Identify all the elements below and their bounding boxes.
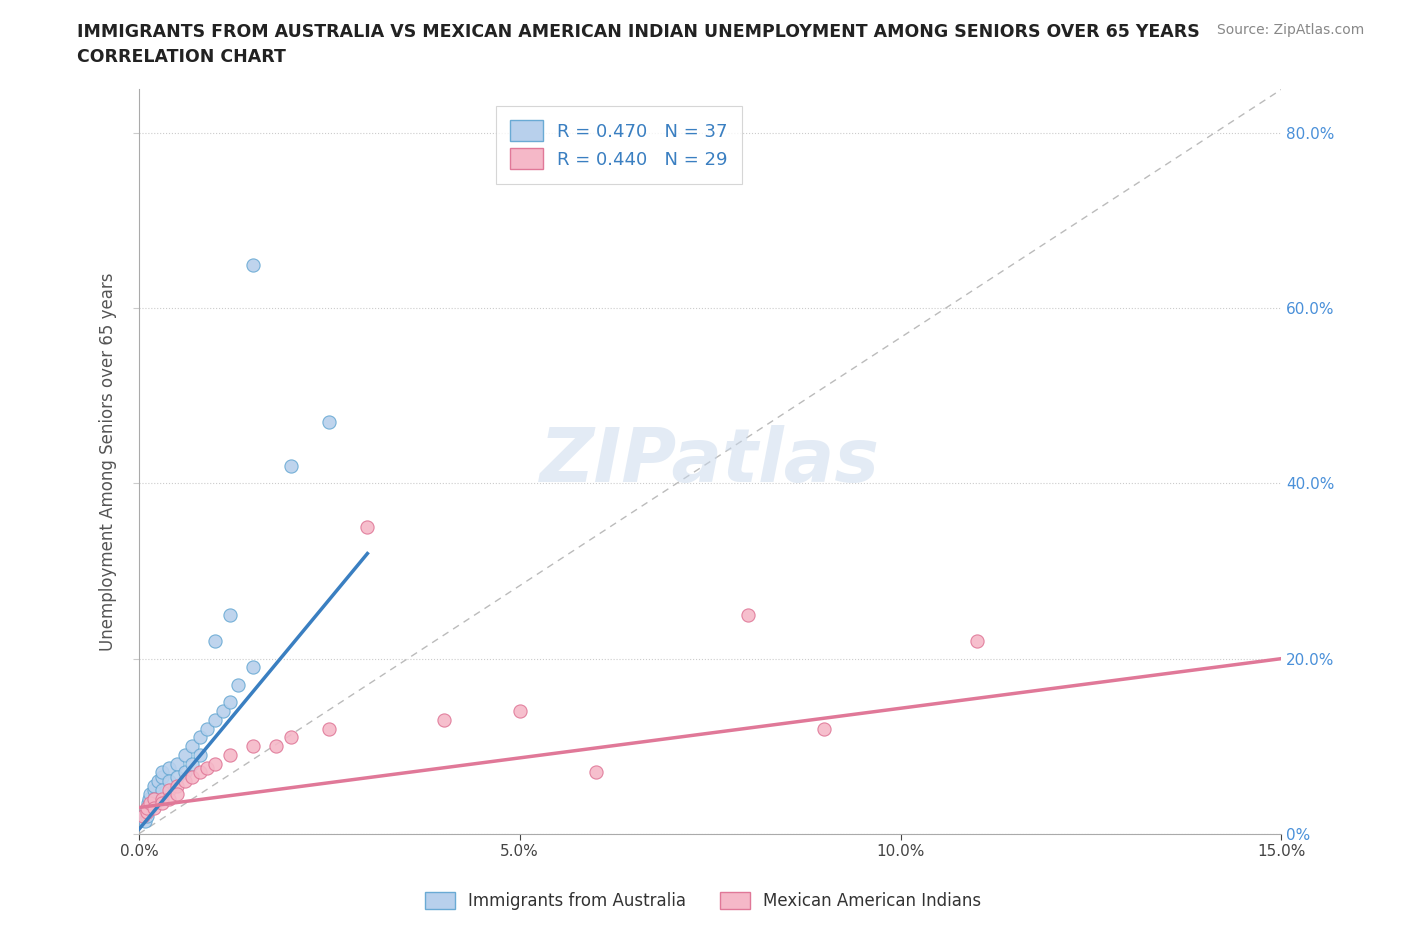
Point (135, 804, 157, 819)
Point (242, 660, 264, 675)
Point (131, 809, 153, 824)
Point (318, 722, 340, 737)
Point (150, 782, 173, 797)
Point (136, 796, 159, 811)
Point (737, 607, 759, 622)
Point (134, 813, 156, 828)
Point (139, 796, 162, 811)
Point (509, 704, 531, 719)
Point (204, 756, 226, 771)
Point (143, 791, 166, 806)
Point (157, 761, 180, 776)
Point (135, 809, 157, 824)
Point (166, 787, 188, 802)
Point (226, 677, 249, 692)
Point (146, 774, 169, 789)
Point (166, 778, 188, 793)
Point (966, 633, 988, 648)
Point (150, 769, 173, 784)
Point (219, 748, 242, 763)
Point (166, 756, 188, 771)
Point (139, 787, 162, 802)
Point (135, 800, 157, 815)
Point (181, 738, 204, 753)
Point (432, 712, 454, 727)
Point (585, 765, 607, 780)
Legend: R = 0.470   N = 37, R = 0.440   N = 29: R = 0.470 N = 37, R = 0.440 N = 29 (495, 106, 742, 184)
Text: Source: ZipAtlas.com: Source: ZipAtlas.com (1216, 23, 1364, 37)
Point (188, 748, 211, 763)
Point (219, 607, 242, 622)
Point (143, 800, 166, 815)
Point (211, 704, 233, 719)
Point (150, 796, 173, 811)
Legend: Immigrants from Australia, Mexican American Indians: Immigrants from Australia, Mexican Ameri… (418, 885, 988, 917)
Point (135, 804, 157, 819)
Text: IMMIGRANTS FROM AUSTRALIA VS MEXICAN AMERICAN INDIAN UNEMPLOYMENT AMONG SENIORS : IMMIGRANTS FROM AUSTRALIA VS MEXICAN AME… (77, 23, 1201, 41)
Y-axis label: Unemployment Among Seniors over 65 years: Unemployment Among Seniors over 65 years (100, 272, 117, 651)
Point (143, 791, 166, 806)
Point (219, 695, 242, 710)
Point (150, 791, 173, 806)
Point (181, 769, 204, 784)
Point (173, 748, 195, 763)
Point (280, 730, 302, 745)
Point (173, 774, 195, 789)
Point (135, 800, 157, 815)
Point (157, 774, 180, 789)
Text: CORRELATION CHART: CORRELATION CHART (77, 48, 287, 66)
Point (150, 765, 173, 780)
Point (264, 738, 287, 753)
Point (197, 722, 219, 737)
Point (204, 712, 226, 727)
Point (318, 415, 340, 430)
Point (188, 730, 211, 745)
Point (280, 458, 302, 473)
Point (181, 756, 204, 771)
Point (242, 257, 264, 272)
Point (157, 782, 180, 797)
Point (157, 791, 180, 806)
Point (173, 765, 195, 780)
Point (188, 765, 211, 780)
Point (813, 722, 835, 737)
Point (204, 633, 226, 648)
Point (138, 791, 160, 806)
Point (143, 778, 166, 793)
Text: ZIPatlas: ZIPatlas (540, 425, 880, 498)
Point (143, 782, 166, 797)
Point (242, 738, 264, 753)
Point (166, 769, 188, 784)
Point (139, 800, 162, 815)
Point (197, 761, 219, 776)
Point (131, 809, 153, 824)
Point (356, 520, 378, 535)
